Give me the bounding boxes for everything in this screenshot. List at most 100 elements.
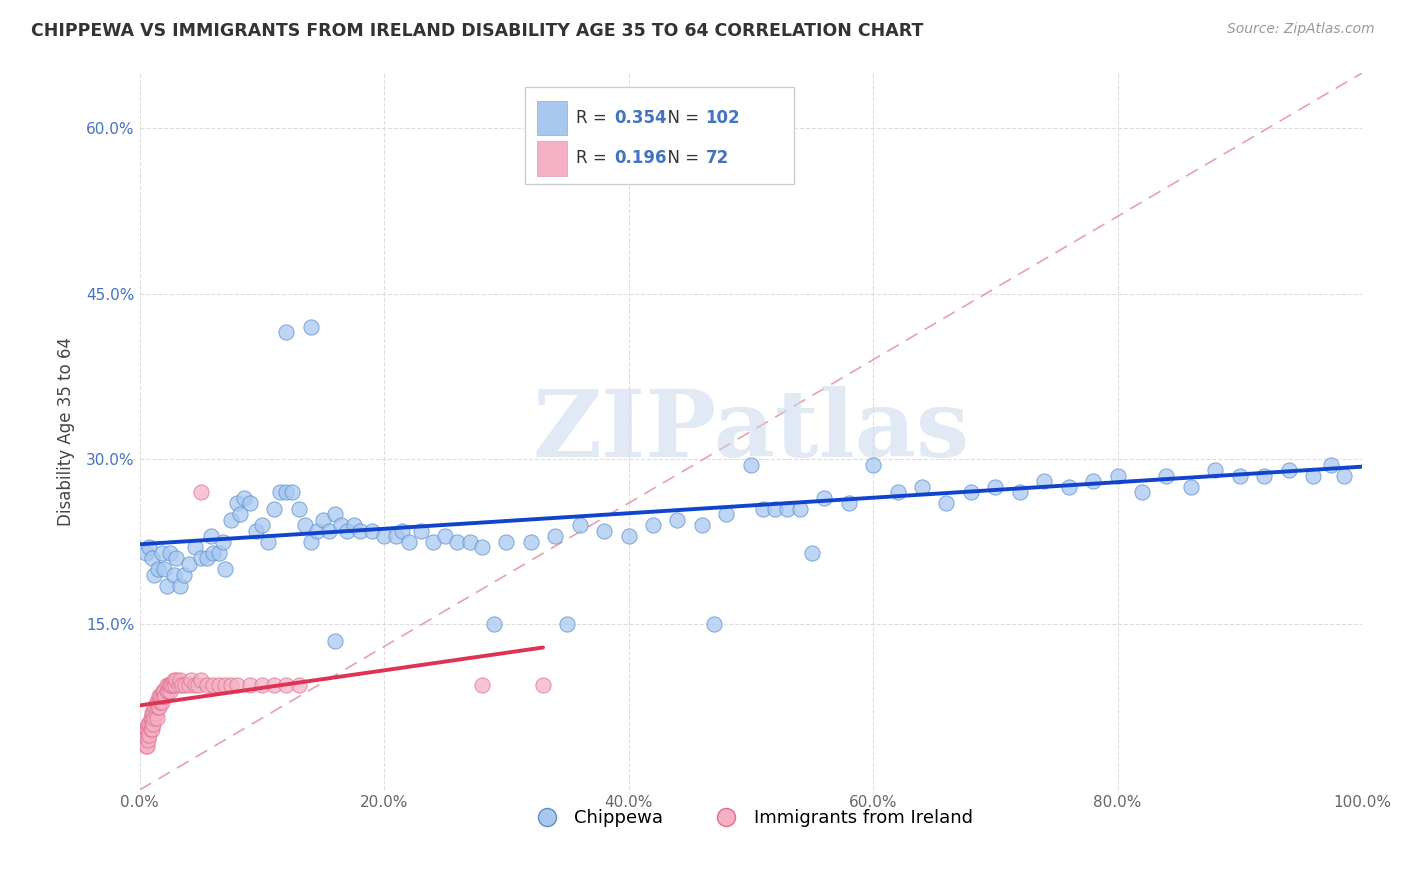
Point xyxy=(323,507,346,521)
Point xyxy=(838,496,860,510)
Point xyxy=(568,518,591,533)
Point xyxy=(617,529,640,543)
Point xyxy=(276,485,298,500)
Point xyxy=(544,529,567,543)
Point xyxy=(153,683,176,698)
Point xyxy=(165,678,187,692)
Point xyxy=(214,562,236,576)
Point xyxy=(211,534,233,549)
Point xyxy=(226,678,249,692)
Point xyxy=(138,716,160,731)
Point xyxy=(446,534,468,549)
Point xyxy=(135,546,157,560)
Point xyxy=(531,678,554,692)
Point xyxy=(148,700,170,714)
Text: R =: R = xyxy=(576,109,612,127)
Point xyxy=(250,518,273,533)
Point xyxy=(281,485,304,500)
Point xyxy=(149,695,172,709)
Point xyxy=(221,513,243,527)
Point xyxy=(183,678,205,692)
Point xyxy=(139,711,162,725)
Point xyxy=(789,501,811,516)
Point xyxy=(195,551,218,566)
Point xyxy=(299,534,322,549)
Point xyxy=(155,579,177,593)
Point xyxy=(269,485,291,500)
Point xyxy=(703,617,725,632)
Point xyxy=(155,689,177,703)
Point xyxy=(136,733,159,747)
Point xyxy=(263,501,285,516)
Text: 102: 102 xyxy=(706,109,740,127)
Point xyxy=(287,678,309,692)
Point xyxy=(141,551,163,566)
Point xyxy=(143,700,166,714)
Point xyxy=(813,491,835,505)
Point xyxy=(135,728,157,742)
Point xyxy=(153,689,176,703)
Text: 0.354: 0.354 xyxy=(614,109,666,127)
Point xyxy=(318,524,340,538)
Point xyxy=(409,524,432,538)
Point xyxy=(1278,463,1301,477)
Point xyxy=(150,546,173,560)
Point xyxy=(1229,468,1251,483)
Text: 72: 72 xyxy=(706,149,728,167)
Point xyxy=(163,567,186,582)
Point xyxy=(385,529,408,543)
Point xyxy=(763,501,786,516)
Text: N =: N = xyxy=(657,149,704,167)
Point xyxy=(143,567,166,582)
Point xyxy=(208,678,231,692)
Point xyxy=(167,678,190,692)
Point xyxy=(163,673,186,687)
Point xyxy=(159,683,181,698)
Point xyxy=(287,501,309,516)
Point xyxy=(150,689,173,703)
Point xyxy=(162,678,184,692)
Point xyxy=(391,524,413,538)
Point xyxy=(1320,458,1343,472)
Point xyxy=(1180,480,1202,494)
Point xyxy=(886,485,908,500)
Point xyxy=(471,541,494,555)
Point xyxy=(155,683,177,698)
Point xyxy=(139,716,162,731)
Point xyxy=(1008,485,1031,500)
Point xyxy=(155,678,177,692)
Point xyxy=(221,678,243,692)
Point xyxy=(169,579,191,593)
Point xyxy=(169,673,191,687)
Point xyxy=(187,678,209,692)
Point xyxy=(520,534,543,549)
Point xyxy=(666,513,689,527)
Point xyxy=(173,567,195,582)
Point xyxy=(190,485,212,500)
Point xyxy=(139,723,162,737)
Point xyxy=(434,529,457,543)
Point xyxy=(145,700,167,714)
Point xyxy=(1130,485,1153,500)
Text: CHIPPEWA VS IMMIGRANTS FROM IRELAND DISABILITY AGE 35 TO 64 CORRELATION CHART: CHIPPEWA VS IMMIGRANTS FROM IRELAND DISA… xyxy=(31,22,924,40)
Point xyxy=(195,678,218,692)
Point xyxy=(135,739,157,753)
Point xyxy=(294,518,316,533)
Point xyxy=(1302,468,1324,483)
Point xyxy=(960,485,983,500)
Point xyxy=(984,480,1007,494)
Point xyxy=(458,534,481,549)
Point xyxy=(141,706,163,720)
Point xyxy=(208,546,231,560)
Text: 0.196: 0.196 xyxy=(614,149,666,167)
Point xyxy=(1333,468,1355,483)
Point xyxy=(593,524,616,538)
Point xyxy=(141,711,163,725)
Point xyxy=(312,513,335,527)
Point xyxy=(146,562,169,576)
Point xyxy=(148,689,170,703)
Point xyxy=(1156,468,1178,483)
Point xyxy=(173,678,195,692)
Point xyxy=(136,723,159,737)
Point xyxy=(1081,474,1104,488)
